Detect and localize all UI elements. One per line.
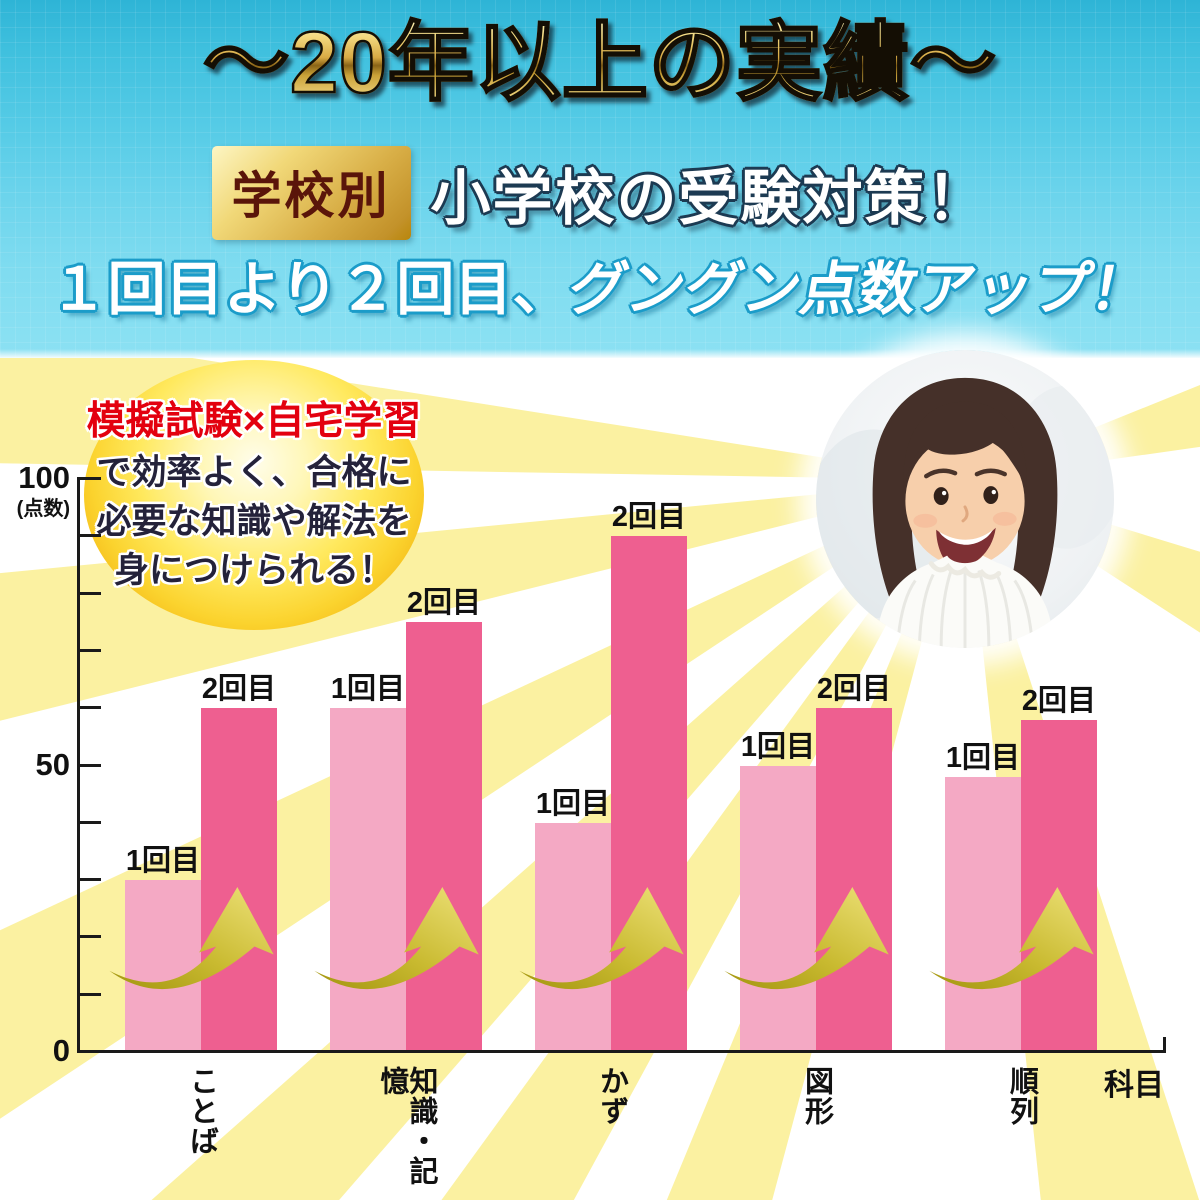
bar-series-label: 2回目: [201, 673, 277, 706]
up-arrow-icon: [929, 887, 1094, 990]
up-arrow-icon: [109, 887, 274, 990]
bar-1回目: [125, 880, 201, 1052]
y-axis-tick: [80, 935, 101, 939]
bar-1回目: [330, 708, 406, 1052]
balloon-headline: 模擬試験×自宅学習: [86, 400, 422, 444]
y-axis-unit-label: (点数): [16, 498, 70, 520]
bar-series-label: 1回目: [945, 741, 1021, 774]
bar-series-label: 1回目: [330, 673, 406, 706]
bar-2回目: [406, 622, 482, 1052]
bar-1回目: [535, 822, 611, 1052]
y-axis-tick: [80, 477, 101, 480]
up-arrow-icon: [314, 887, 479, 990]
x-axis-title: 科目: [1104, 1069, 1164, 1102]
y-tick-label: 0: [52, 1033, 70, 1068]
balloon-text-line2: で効率よく、合格に: [96, 452, 412, 492]
balloon-text-line3: 必要な知識や解法を: [96, 501, 412, 541]
student-photo: [816, 350, 1114, 648]
bar-series-label: 2回目: [611, 501, 687, 534]
y-axis-tick: [80, 706, 101, 710]
up-arrow-icon: [724, 887, 889, 990]
bar-2回目: [201, 708, 277, 1052]
bar-series-label: 2回目: [406, 587, 482, 620]
y-axis: [77, 477, 80, 1053]
y-axis-tick: [80, 820, 101, 824]
x-category-label: かず: [595, 1066, 628, 1126]
x-axis: [77, 1050, 1166, 1053]
x-axis-end-tick: [1163, 1037, 1166, 1053]
x-category-label: 順列: [1005, 1066, 1038, 1126]
banner-subtitle: 小学校の受験対策！: [430, 164, 989, 232]
y-axis-tick: [80, 534, 101, 538]
smiling-girl-illustration: [816, 350, 1114, 648]
bar-series-label: 2回目: [816, 673, 892, 706]
banner-tagline: １回目より２回目、グングン点数アップ！: [0, 242, 1200, 326]
x-category-label: 知識・記憶: [376, 1066, 437, 1186]
x-category-label: ことば: [185, 1066, 218, 1156]
bar-series-label: 1回目: [125, 845, 201, 878]
school-type-badge: 学校別: [211, 146, 411, 240]
balloon-text-line4: 身につけられる！: [113, 550, 394, 590]
y-axis-tick: [80, 878, 101, 882]
bar-series-label: 1回目: [740, 730, 816, 763]
header-banner: 〜20年以上の実績〜 学校別 小学校の受験対策！ １回目より２回目、グングン点数…: [0, 0, 1200, 359]
y-axis-tick: [80, 591, 101, 595]
callout-balloon: 模擬試験×自宅学習 で効率よく、合格に 必要な知識や解法を 身につけられる！: [84, 360, 424, 630]
y-axis-tick: [80, 992, 101, 996]
banner-subtitle-row: 学校別 小学校の受験対策！: [0, 146, 1200, 240]
y-axis-tick: [80, 763, 101, 767]
y-tick-label: 100: [18, 460, 70, 495]
bar-2回目: [816, 708, 892, 1052]
y-axis-tick: [80, 648, 101, 652]
up-arrow-icon: [519, 887, 684, 990]
bar-1回目: [945, 776, 1021, 1052]
bar-2回目: [1021, 719, 1097, 1052]
bar-1回目: [740, 765, 816, 1052]
x-category-label: 図形: [800, 1066, 833, 1126]
bar-series-label: 2回目: [1021, 684, 1097, 717]
tagline-left: １回目より２回目、: [49, 257, 571, 322]
y-tick-label: 50: [35, 746, 70, 782]
bar-series-label: 1回目: [535, 787, 611, 820]
banner-gold-title: 〜20年以上の実績〜: [0, 14, 1200, 113]
